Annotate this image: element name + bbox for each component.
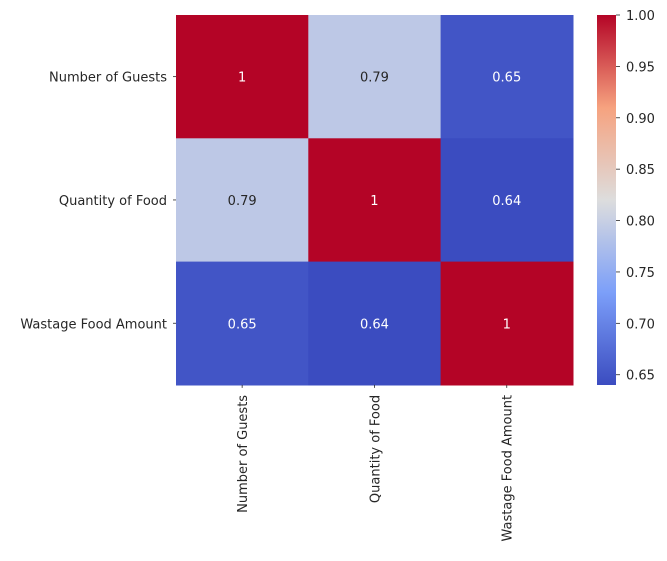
y-axis-tick-labels: Number of Guests Quantity of Food Wastage …: [20, 71, 176, 332]
heatmap-cell-label-0-1: 0.79: [360, 71, 389, 86]
heatmap-cell-label-1-0: 0.79: [228, 194, 257, 209]
colorbar-tick-label-4: 0.85: [626, 163, 655, 178]
heatmap-cell-1-0: [176, 138, 309, 263]
x-tick-label-2: Wastage Food Amount: [501, 395, 516, 542]
colorbar-tick-label-5: 0.90: [626, 112, 655, 127]
heatmap-cell-2-2: [440, 261, 574, 386]
heatmap-cell-0-2: [440, 15, 574, 139]
x-tick-label-0: Number of Guests: [236, 395, 251, 513]
colorbar-tick-label-2: 0.75: [626, 266, 655, 281]
colorbar-tick-label-0: 0.65: [626, 369, 655, 384]
heatmap-cell-1-2: [440, 138, 574, 263]
colorbar-ticks: 0.65 0.70 0.75 0.80 0.85 0.90 0.95 1.00: [616, 9, 655, 384]
colorbar-tick-label-1: 0.70: [626, 317, 655, 332]
heatmap-cell-label-1-1: 1: [370, 194, 378, 209]
colorbar-tick-label-6: 0.95: [626, 60, 655, 75]
x-axis-tick-labels: Number of Guests Quantity of Food Wastage …: [236, 384, 516, 542]
heatmap-cell-0-1: [308, 15, 442, 139]
colorbar-tick-label-3: 0.80: [626, 215, 655, 230]
heatmap-cell-0-0: [176, 15, 309, 139]
colorbar: [597, 15, 616, 385]
colorbar-tick-label-7: 1.00: [626, 9, 655, 24]
heatmap-cell-label-1-2: 0.64: [492, 194, 521, 209]
heatmap-cell-label-0-2: 0.65: [492, 71, 521, 86]
y-tick-label-2: Wastage Food Amount: [20, 317, 167, 332]
heatmap-cell-labels: 1 0.79 0.65 0.79 1 0.64 0.65 0.64 1: [228, 71, 522, 333]
heatmap-cells: [176, 15, 574, 386]
heatmap-cell-2-0: [176, 261, 309, 386]
heatmap-cell-1-1: [308, 138, 442, 263]
heatmap-cell-label-2-2: 1: [503, 317, 511, 332]
y-tick-label-1: Quantity of Food: [59, 194, 167, 209]
heatmap-cell-label-2-0: 0.65: [228, 317, 257, 332]
y-tick-label-0: Number of Guests: [49, 71, 167, 86]
heatmap-cell-label-0-0: 1: [238, 71, 246, 86]
x-tick-label-1: Quantity of Food: [368, 395, 383, 503]
heatmap-cell-label-2-1: 0.64: [360, 317, 389, 332]
heatmap-cell-2-1: [308, 261, 442, 386]
